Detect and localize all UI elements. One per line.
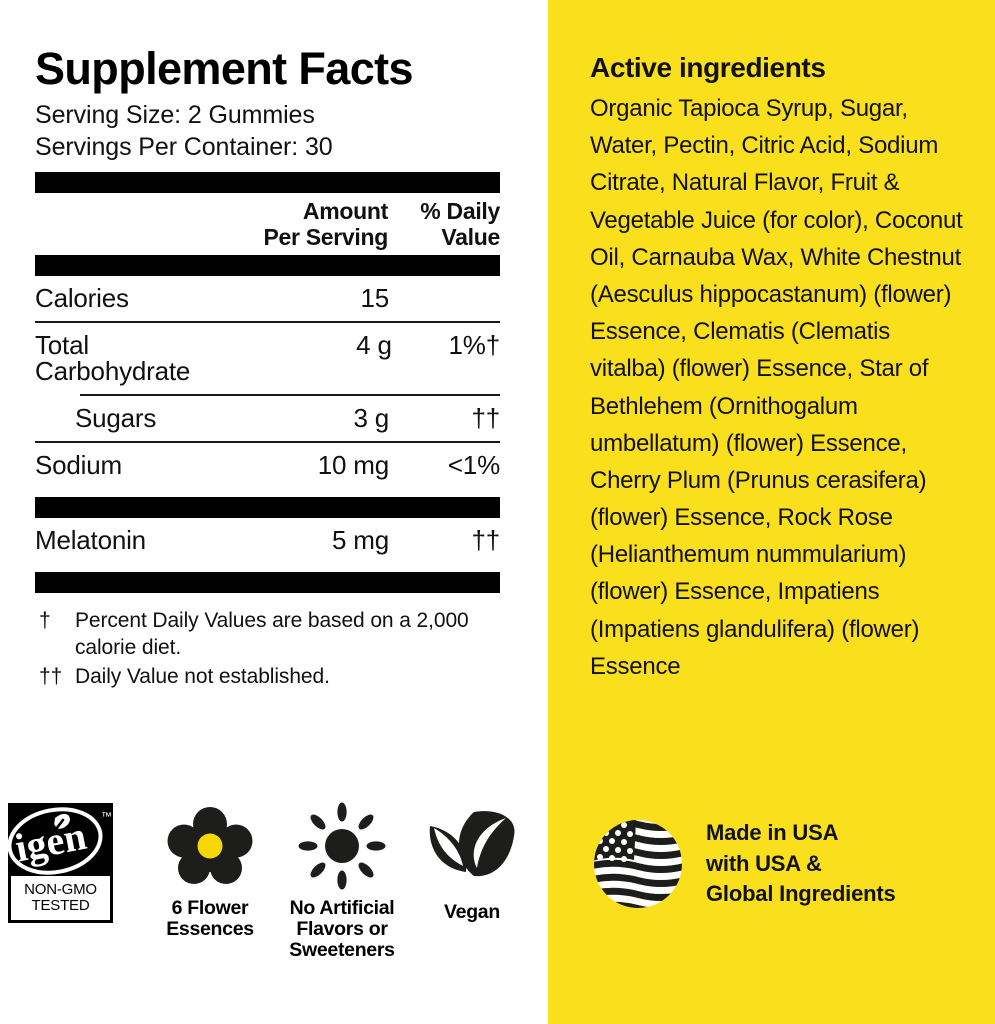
divider-bar-header [35,254,500,276]
no-artificial-line3: Sweeteners [289,939,395,962]
made-in-usa-line2: with USA & [706,850,822,876]
nutrient-daily-value: †† [471,524,500,555]
flower-essences-label: 6 Flower Essences [150,897,270,941]
certification-badges: igen ™ NON-GMO TESTED [0,798,548,963]
usa-flag-icon [594,820,682,908]
dv-header-line1: % Daily [420,198,500,224]
nutrient-name: Calories [35,282,129,313]
ingredients-panel: Active ingredients Organic Tapioca Syrup… [548,0,995,1024]
nutrient-name: Total Carbohydrate [35,329,191,386]
footnote-mark: †† [39,665,63,689]
table-row: Calories 15 [35,276,500,321]
daily-value-column-header: % Daily Value [388,198,500,251]
footnotes: † Percent Daily Values are based on a 2,… [35,607,500,691]
sun-icon [298,802,386,890]
made-in-usa-text: Made in USA with USA & Global Ingredient… [706,818,896,909]
non-gmo-badge: igen ™ NON-GMO TESTED [7,803,113,923]
no-artificial-line2: Flavors or [296,918,388,941]
flower-essences-badge: 6 Flower Essences [150,800,270,940]
divider-bar-bottom [35,571,500,593]
nutrient-daily-value: 1%† [448,329,501,360]
non-gmo-line2: TESTED [31,897,90,914]
divider-bar-melatonin-top [35,496,500,518]
table-row: Sodium 10 mg <1% [35,443,500,488]
non-gmo-tested-label: NON-GMO TESTED [11,876,110,920]
nutrient-name: Sugars [75,402,157,433]
table-row: Sugars 3 g †† [35,396,500,441]
nutrient-amount: 5 mg [331,524,389,555]
made-in-usa-line3: Global Ingredients [706,881,896,907]
made-in-usa-line1: Made in USA [706,820,839,846]
footnote-mark: † [39,608,51,632]
table-column-headers: Amount Per Serving % Daily Value [35,193,500,255]
footnote-double-dagger: †† Daily Value not established. [35,663,500,690]
footnote-text: Daily Value not established. [75,665,330,689]
ingredients-block: Active ingredients Organic Tapioca Syrup… [590,52,968,685]
footnote-single-dagger: † Percent Daily Values are based on a 2,… [35,607,500,662]
amount-column-header: Amount Per Serving [183,198,388,251]
amount-header-line2: Per Serving [263,223,388,250]
servings-per-container-text: Servings Per Container: 30 [35,133,333,161]
nutrigen-oval-icon: igen ™ [7,807,112,875]
non-gmo-line1: NON-GMO [24,881,97,899]
flower-icon [167,807,253,884]
nutrient-daily-value: †† [471,402,500,433]
no-artificial-label: No Artificial Flavors or Sweeteners [272,897,412,962]
divider-bar-top [35,172,500,193]
nutrient-amount: 10 mg [317,449,389,480]
row-divider [80,393,500,396]
dv-header-line2: Value [441,223,500,250]
flower-label-line1: 6 Flower [171,897,249,919]
nutrient-amount: 15 [360,282,389,313]
nutrient-amount: 3 g [353,402,389,433]
nutrigen-logo-icon: igen ™ NON-GMO TESTED [7,803,113,923]
vegan-label: Vegan [412,901,532,923]
ingredients-list: Organic Tapioca Syrup, Sugar, Water, Pec… [590,95,963,680]
supplement-facts-panel: Supplement Facts Serving Size: 2 Gummies… [0,46,548,963]
nutrient-daily-value: <1% [447,449,500,480]
footnote-text: Percent Daily Values are based on a 2,00… [75,608,469,659]
nutrient-name: Melatonin [35,524,146,555]
nutrient-name: Sodium [35,449,122,480]
flower-label-line2: Essences [166,918,254,941]
row-divider [35,320,500,323]
amount-header-line1: Amount [302,198,388,224]
vegan-label-line1: Vegan [444,901,500,923]
ingredients-title: Active ingredients [590,52,826,83]
table-row: Melatonin 5 mg †† [35,518,500,563]
no-artificial-badge: No Artificial Flavors or Sweeteners [272,800,412,961]
leaf-icon [429,811,515,877]
svg-text:™: ™ [101,811,112,823]
nutrient-amount: 4 g [356,329,392,360]
supplement-facts-table: Supplement Facts Serving Size: 2 Gummies… [35,46,500,692]
serving-size-text: Serving Size: 2 Gummies [35,101,315,129]
page-title: Supplement Facts [35,43,414,94]
vegan-badge: Vegan [412,800,532,923]
row-divider [35,440,500,443]
table-row: Total Carbohydrate 4 g 1%† [35,323,500,394]
no-artificial-line1: No Artificial [289,897,395,919]
made-in-usa-badge: Made in USA with USA & Global Ingredient… [592,818,896,910]
